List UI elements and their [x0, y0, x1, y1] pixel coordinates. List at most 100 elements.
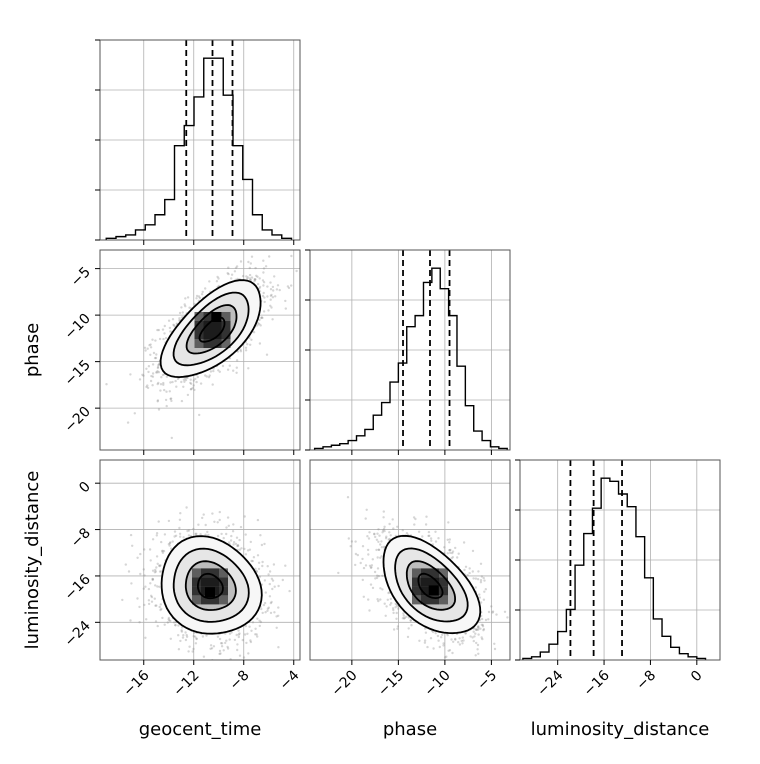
sample-point	[234, 639, 236, 641]
sample-point	[363, 596, 365, 598]
sample-point	[387, 599, 389, 601]
sample-point	[458, 553, 460, 555]
sample-point	[504, 611, 506, 613]
sample-point	[194, 533, 196, 535]
sample-point	[225, 640, 227, 642]
sample-point	[143, 604, 145, 606]
sample-point	[167, 621, 169, 623]
sample-point	[185, 506, 187, 508]
sample-point	[367, 598, 369, 600]
sample-point	[230, 539, 232, 541]
sample-point	[382, 516, 384, 518]
sample-point	[235, 543, 237, 545]
sample-point	[187, 650, 189, 652]
sample-point	[129, 619, 131, 621]
sample-point	[250, 541, 252, 543]
sample-point	[397, 625, 399, 627]
density-pixel	[201, 577, 210, 586]
sample-point	[229, 638, 231, 640]
sample-point	[351, 540, 353, 542]
sample-point	[168, 520, 170, 522]
sample-point	[180, 306, 182, 308]
sample-point	[192, 650, 194, 652]
sample-point	[388, 531, 390, 533]
sample-point	[209, 648, 211, 650]
sample-point	[264, 602, 266, 604]
sample-point	[201, 293, 203, 295]
sample-point	[378, 535, 380, 537]
sample-point	[182, 536, 184, 538]
sample-point	[160, 603, 162, 605]
sample-point	[136, 597, 138, 599]
sample-point	[246, 633, 248, 635]
sample-point	[156, 585, 158, 587]
sample-point	[166, 405, 168, 407]
sample-point	[163, 332, 165, 334]
sample-point	[482, 625, 484, 627]
sample-point	[217, 636, 219, 638]
sample-point	[449, 552, 451, 554]
sample-point	[159, 606, 161, 608]
sample-point	[214, 673, 216, 675]
sample-point	[171, 437, 173, 439]
sample-point	[273, 563, 275, 565]
sample-point	[147, 387, 149, 389]
sample-point	[206, 375, 208, 377]
sample-point	[439, 646, 441, 648]
sample-point	[236, 634, 238, 636]
sample-point	[261, 317, 263, 319]
sample-point	[512, 619, 514, 621]
sample-point	[179, 519, 181, 521]
sample-point	[374, 536, 376, 538]
sample-point	[379, 598, 381, 600]
sample-point	[277, 646, 279, 648]
sample-point	[227, 516, 229, 518]
sample-point	[247, 652, 249, 654]
sample-point	[267, 573, 269, 575]
sample-point	[250, 641, 252, 643]
sample-point	[450, 638, 452, 640]
sample-point	[195, 642, 197, 644]
sample-point	[247, 367, 249, 369]
sample-point	[170, 638, 172, 640]
sample-point	[159, 609, 161, 611]
sample-point	[154, 598, 156, 600]
density-pixel	[213, 321, 222, 330]
sample-point	[238, 539, 240, 541]
sample-point	[263, 267, 265, 269]
sample-point	[269, 595, 271, 597]
density-pixel	[219, 595, 228, 604]
sample-point	[204, 287, 206, 289]
sample-point	[144, 586, 146, 588]
sample-point	[171, 381, 173, 383]
sample-point	[187, 394, 189, 396]
sample-point	[238, 636, 240, 638]
sample-point	[156, 532, 158, 534]
sample-point	[396, 628, 398, 630]
sample-point	[145, 368, 147, 370]
sample-point	[152, 570, 154, 572]
sample-point	[480, 601, 482, 603]
sample-point	[152, 538, 154, 540]
sample-point	[130, 582, 132, 584]
sample-point	[227, 272, 229, 274]
sample-point	[447, 552, 449, 554]
sample-point	[418, 531, 420, 533]
sample-point	[174, 530, 176, 532]
sample-point	[266, 295, 268, 297]
sample-point	[160, 376, 162, 378]
sample-point	[493, 643, 495, 645]
sample-point	[440, 636, 442, 638]
sample-point	[179, 533, 181, 535]
sample-point	[277, 284, 279, 286]
sample-point	[276, 288, 278, 290]
sample-point	[157, 625, 159, 627]
sample-point	[488, 611, 490, 613]
sample-point	[202, 291, 204, 293]
sample-point	[159, 570, 161, 572]
sample-point	[220, 533, 222, 535]
sample-point	[158, 408, 160, 410]
sample-point	[265, 591, 267, 593]
sample-point	[155, 620, 157, 622]
sample-point	[129, 373, 131, 375]
